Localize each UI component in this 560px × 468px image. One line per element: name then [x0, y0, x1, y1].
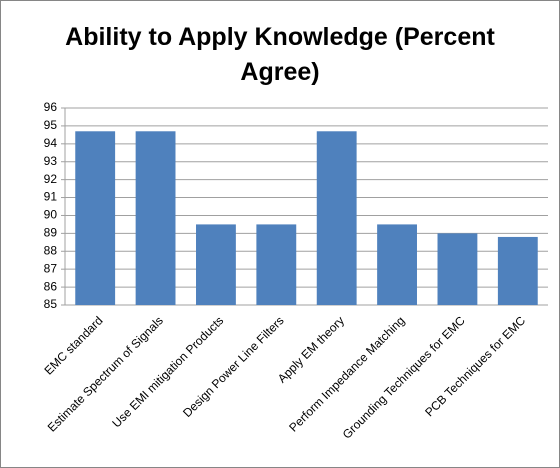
y-tick-label: 88 — [44, 243, 58, 257]
bar — [316, 131, 357, 305]
bar — [377, 224, 417, 305]
x-tick-label: EMC standard — [41, 313, 105, 377]
y-tick-label: 91 — [44, 190, 58, 204]
x-tick-label: Design Power Line Filters — [180, 313, 287, 420]
y-tick-label: 92 — [44, 172, 58, 186]
x-tick-label: Grounding Techniques for EMC — [340, 313, 468, 441]
y-tick-label: 93 — [44, 154, 58, 168]
bar — [75, 131, 116, 305]
x-tick-label: Perform Impedance Matching — [286, 313, 407, 434]
bar — [196, 224, 236, 305]
chart-title: Ability to Apply Knowledge (Percent Agre… — [65, 23, 495, 86]
x-tick-label: PCB Techniques for EMC — [422, 313, 528, 419]
y-tick-label: 85 — [44, 297, 58, 311]
y-tick-label: 95 — [44, 118, 58, 132]
bar — [135, 131, 176, 305]
y-tick-label: 86 — [44, 279, 58, 293]
bar — [497, 236, 538, 305]
y-tick-label: 87 — [44, 261, 58, 275]
y-tick-label: 89 — [44, 226, 58, 240]
x-tick-label: Estimate Spectrum of Signals — [45, 313, 166, 434]
y-tick-label: 90 — [44, 208, 58, 222]
bar — [437, 233, 478, 305]
y-tick-label: 94 — [44, 136, 58, 150]
bar — [256, 224, 297, 305]
y-tick-label: 96 — [44, 100, 58, 114]
x-tick-label: Use EMI mitigation Products — [109, 313, 226, 430]
